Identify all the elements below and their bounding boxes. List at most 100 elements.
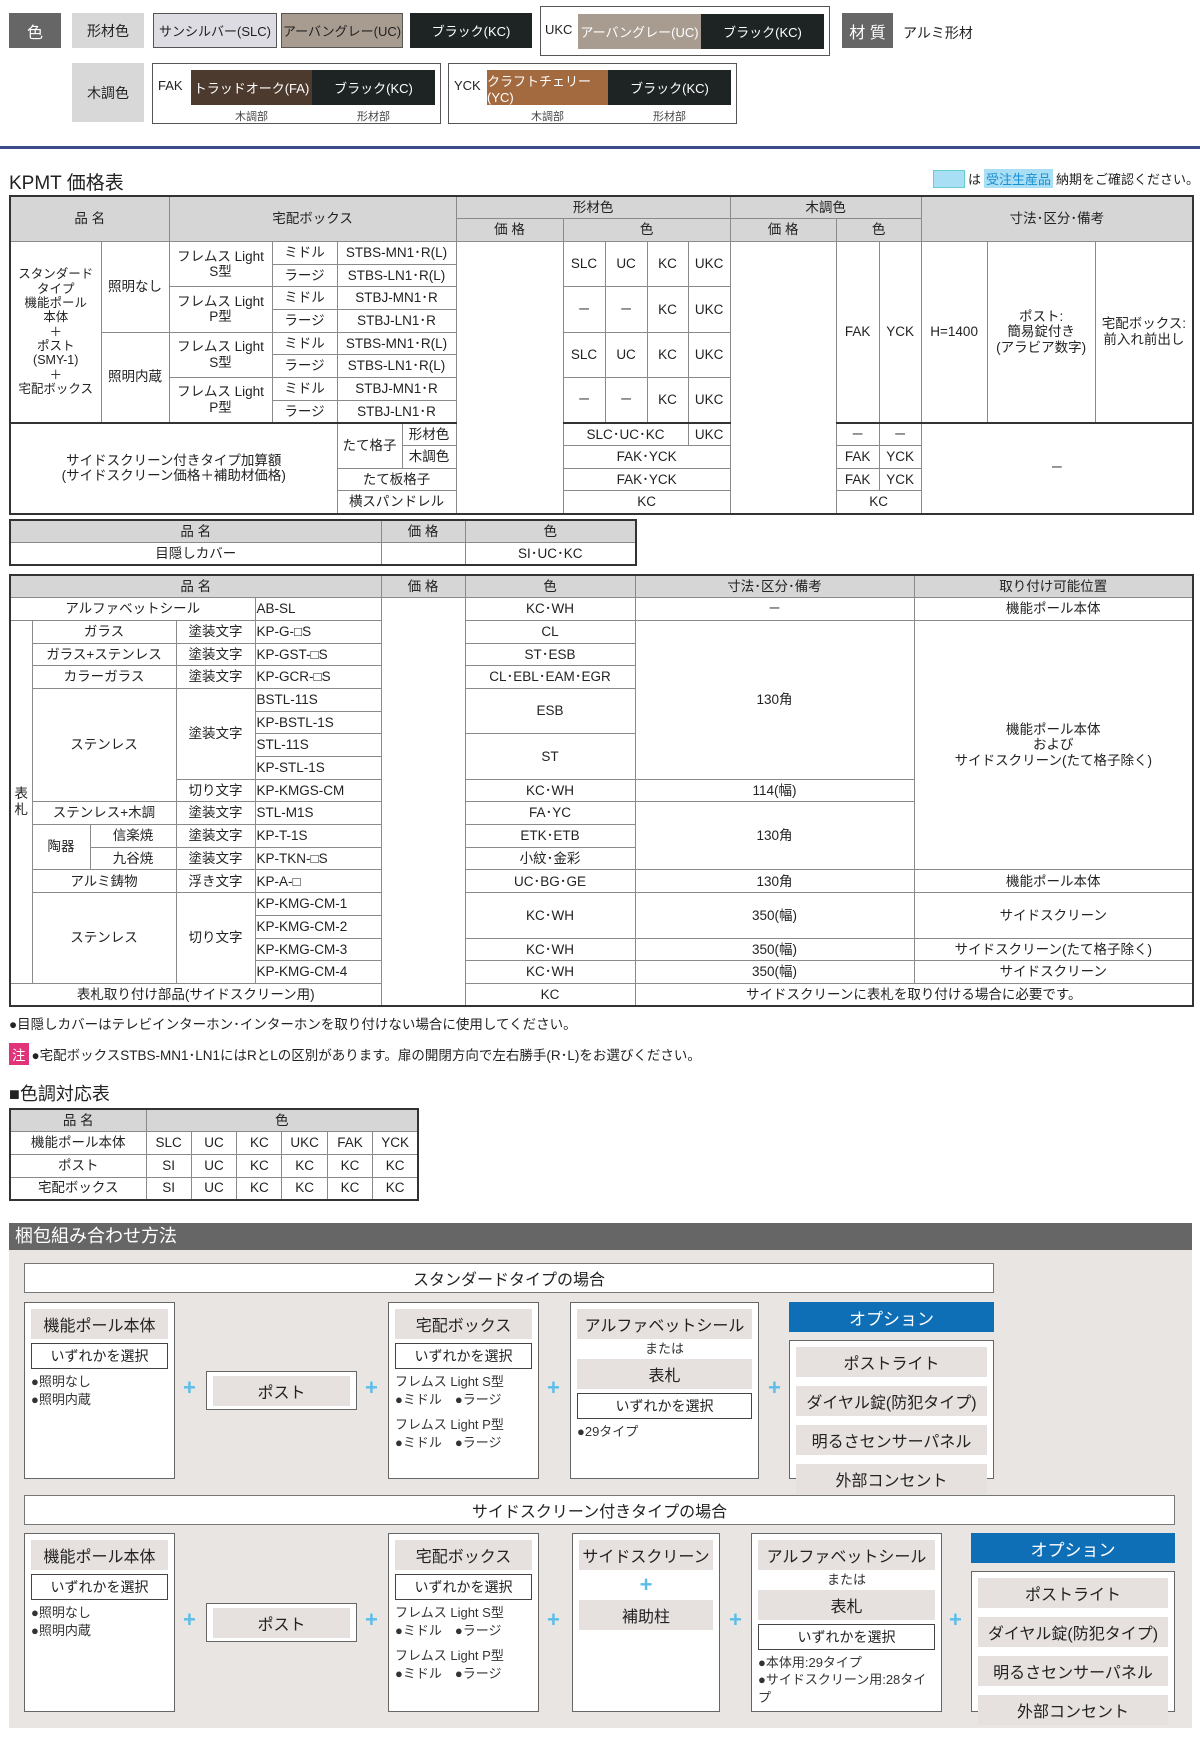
size: ラージ — [271, 399, 338, 424]
alphabet-title: アルファベットシール — [758, 1540, 935, 1570]
color-cell: UC — [604, 240, 648, 288]
pole-option: ●照明内蔵 — [31, 1391, 91, 1407]
color-cell: KC — [326, 1153, 374, 1178]
col-price: 価 格 — [455, 218, 564, 242]
or-label: または — [826, 1572, 866, 1587]
dimension-note: － — [920, 422, 1194, 515]
post-box: ポスト — [206, 1371, 357, 1410]
option-box: ポストライト ダイヤル錠(防犯タイプ) 明るさセンサーパネル 外部コンセント — [971, 1571, 1175, 1725]
model: KP-KMGS-CM — [254, 778, 382, 803]
post-title: ポスト — [213, 1607, 350, 1638]
dimension-cell: 114(幅) — [634, 778, 915, 803]
header-row: 品 名価 格色寸法･区分･備考 取り付け可能位置 — [9, 574, 1194, 599]
table-row: ラージ STBS-LN1･R(L) — [10, 263, 1193, 288]
swatch-ukc-kc: ブラック(KC) — [701, 14, 824, 49]
color-cell: － — [878, 422, 922, 447]
table-row: 陶器 信楽焼 塗装文字 KP-T-1S ETK･ETB — [10, 824, 1193, 871]
color-cell: ESB — [464, 687, 636, 735]
profile-part-label: 形材部 — [357, 111, 390, 123]
lighting: 照明なし — [100, 240, 170, 333]
color-cell: SLC･UC･KC — [562, 422, 689, 447]
model: STBS-MN1･R(L) — [336, 240, 457, 265]
caution-mark-icon: 注 — [9, 1043, 29, 1065]
option-box: ポストライト ダイヤル錠(防犯タイプ) 明るさセンサーパネル 外部コンセント — [789, 1340, 994, 1494]
model: KP-STL-1S — [254, 756, 382, 780]
material: カラーガラス — [31, 665, 177, 689]
select-one-label: いずれかを選択 — [577, 1392, 752, 1419]
product-name: アルファベットシール — [9, 597, 256, 621]
swatch-ukc-uc: アーバングレー(UC) — [578, 14, 701, 49]
plus-icon: + — [183, 1375, 196, 1400]
pole-option: ●照明なし — [31, 1374, 91, 1389]
wood-part-label: 木調部 — [531, 111, 564, 123]
nameplate-title: 表札 — [577, 1358, 752, 1389]
price-cell — [455, 240, 564, 515]
dimension-cell: 350(幅) — [634, 937, 915, 962]
table-row: カラーガラス 塗装文字 KP-GCR-□S CL･EBL･EAM･EGR — [10, 665, 1193, 689]
color-cell: YCK — [878, 445, 922, 469]
color-cell: KC — [562, 490, 731, 515]
color-cell: － — [604, 376, 648, 424]
color-cell: UKC — [281, 1131, 328, 1155]
col-color: 色 — [464, 574, 636, 599]
color-cell: ST･ESB — [464, 642, 636, 667]
plus-icon: + — [949, 1607, 962, 1632]
material-label: 材 質 — [842, 13, 893, 48]
pole-title: 機能ポール本体 — [31, 1540, 168, 1570]
col-dimensions: 寸法･区分･備考 — [920, 195, 1194, 242]
model: KP-TKN-□S — [254, 846, 382, 871]
model: STBJ-MN1･R — [336, 377, 457, 401]
col-mount-position: 取り付け可能位置 — [913, 574, 1194, 599]
support-post-title: 補助柱 — [579, 1600, 713, 1630]
option-header: オプション — [971, 1533, 1175, 1563]
plus-icon: + — [639, 1572, 653, 1597]
lattice-type: たて格子 — [336, 422, 403, 469]
product-name: スタンダード タイプ 機能ポール 本体 ＋ ポスト (SMY-1) ＋ 宅配ボッ… — [9, 240, 102, 424]
lettering: 切り文字 — [175, 892, 256, 984]
pole-option: ●照明内蔵 — [31, 1622, 91, 1638]
profile-part-label: 形材部 — [653, 111, 686, 123]
color-cell: KC･WH — [464, 892, 636, 939]
caution-text: ●宅配ボックスSTBS-MN1･LN1にはRとLの区別があります。扉の開閉方向で… — [31, 1048, 701, 1063]
post-box: ポスト — [206, 1603, 357, 1642]
model: KP-A-□ — [254, 869, 382, 894]
color-cell: SLC — [562, 240, 606, 288]
lettering: 塗装文字 — [175, 846, 256, 871]
color-cell: SI — [145, 1153, 192, 1178]
delivery-box-title: 宅配ボックス — [395, 1540, 532, 1570]
lighting: 照明内蔵 — [100, 331, 170, 424]
color-cell: UKC — [687, 376, 731, 424]
alphabet-option: ●サイドスクリーン用:28タイプ — [758, 1672, 927, 1705]
color-cell: SI･UC･KC — [464, 542, 637, 566]
legend-swatch — [933, 169, 965, 188]
col-name: 品 名 — [9, 519, 382, 544]
color-cell: － — [604, 286, 648, 333]
col-name: 品 名 — [9, 574, 382, 599]
product-name: 宅配ボックス — [9, 1176, 147, 1201]
color-cell: UC — [190, 1131, 238, 1155]
color-cell: UC — [604, 331, 648, 379]
legend-highlight: 受注生産品 — [984, 169, 1054, 188]
material: ステンレス — [31, 892, 177, 984]
swatch-yck-wood: クラフトチェリー(YC) — [487, 70, 608, 105]
nameplate-table: 品 名価 格色寸法･区分･備考 取り付け可能位置 アルファベットシール AB-SL K… — [9, 574, 1195, 1008]
size: ラージ — [271, 354, 338, 378]
color-label: 色 — [9, 13, 61, 48]
color-cell: KC･WH — [464, 778, 636, 803]
box-sizes: ●ミドル ●ラージ — [395, 1391, 502, 1407]
table-row: ポスト SI UC KC KC KC KC — [9, 1153, 419, 1178]
option-item: 外部コンセント — [796, 1464, 987, 1494]
color-cell: FAK — [835, 467, 880, 492]
dimension-cell: 350(幅) — [634, 960, 915, 984]
select-one-label: いずれかを選択 — [31, 1574, 168, 1600]
nameplate-title: 表札 — [758, 1589, 935, 1620]
table-row: KP-STL-1S — [10, 756, 1193, 780]
dimension-cell: サイドスクリーンに表札を取り付ける場合に必要です。 — [634, 982, 1194, 1007]
swatch-slc: サンシルバー(SLC) — [153, 13, 277, 48]
box-sizes: ●ミドル ●ラージ — [395, 1434, 502, 1450]
col-color: 色 — [835, 218, 922, 242]
model: KP-GST-□S — [254, 642, 382, 667]
cover-table: 品 名価 格色 目隠しカバー SI･UC･KC — [9, 519, 637, 567]
lettering: 塗装文字 — [175, 801, 256, 826]
side-screen-label: サイドスクリーン付きタイプ加算額 (サイドスクリーン価格＋補助材価格) — [9, 422, 338, 515]
